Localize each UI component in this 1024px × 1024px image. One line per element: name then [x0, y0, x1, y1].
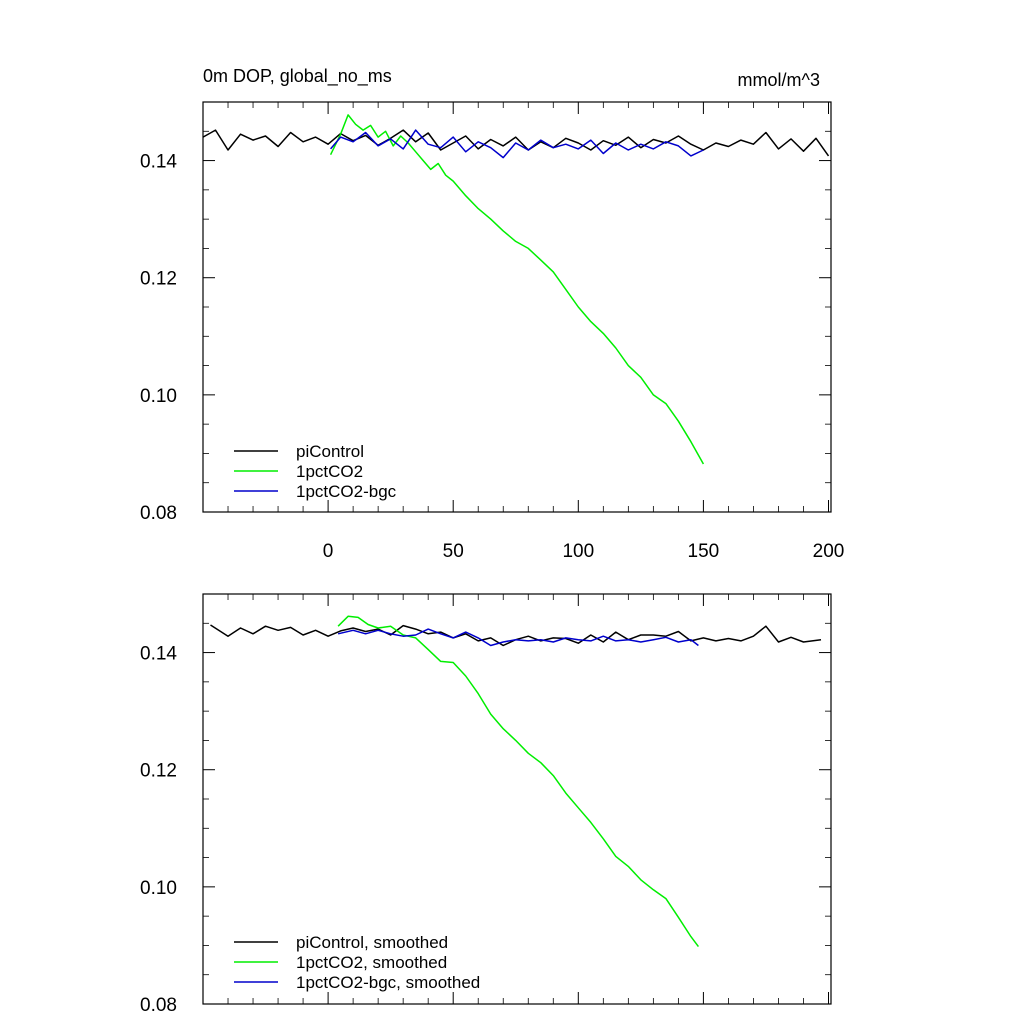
legend-label-1pctco2-smoothed: 1pctCO2, smoothed	[296, 953, 447, 972]
top-panel-units: mmol/m^3	[738, 70, 820, 90]
legend-label-1pctco2-bgc: 1pctCO2-bgc	[296, 482, 397, 501]
y-tick-label: 0.14	[140, 152, 177, 173]
top-panel: 0m DOP, global_no_ms mmol/m^3 0.080.100.…	[140, 66, 844, 562]
x-tick-label: 150	[688, 541, 720, 562]
y-tick-label: 0.12	[140, 269, 177, 290]
top-panel-series	[202, 114, 830, 465]
series-line-1pctco2-bgc	[330, 129, 704, 159]
legend-label-1pctco2-bgc-smoothed: 1pctCO2-bgc, smoothed	[296, 973, 480, 992]
bottom-panel-series	[210, 615, 822, 948]
legend-label-picontrol-smoothed: piControl, smoothed	[296, 933, 448, 952]
top-panel-title: 0m DOP, global_no_ms	[203, 66, 392, 87]
y-tick-label: 0.08	[140, 503, 177, 524]
y-tick-label: 0.08	[140, 995, 177, 1016]
x-tick-label: 0	[323, 541, 334, 562]
bottom-panel-frame	[202, 593, 832, 1005]
top-panel-frame	[202, 101, 832, 513]
top-panel-ticks: 0.08 0.10 0.12 0.14 0 50 100 150 200	[140, 102, 844, 562]
series-line-1pctco2-bgc-smoothed	[337, 628, 699, 647]
x-tick-label: 100	[562, 541, 594, 562]
x-tick-label: 200	[813, 541, 845, 562]
series-line-picontrol	[202, 129, 830, 157]
series-line-1pctco2	[329, 114, 705, 465]
x-tick-label: 50	[443, 541, 464, 562]
series-line-1pctco2-smoothed	[337, 615, 700, 948]
y-tick-label: 0.10	[140, 386, 177, 407]
y-tick-label: 0.10	[140, 878, 177, 899]
bottom-panel-ticks: 0.08 0.10 0.12 0.14	[140, 594, 831, 1016]
legend-label-picontrol: piControl	[296, 442, 364, 461]
legend-label-1pctco2: 1pctCO2	[296, 462, 363, 481]
y-tick-label: 0.12	[140, 761, 177, 782]
y-tick-label: 0.14	[140, 644, 177, 665]
bottom-panel: 0.080.100.120.14 piControl, smoothed1pct…	[140, 593, 832, 1016]
